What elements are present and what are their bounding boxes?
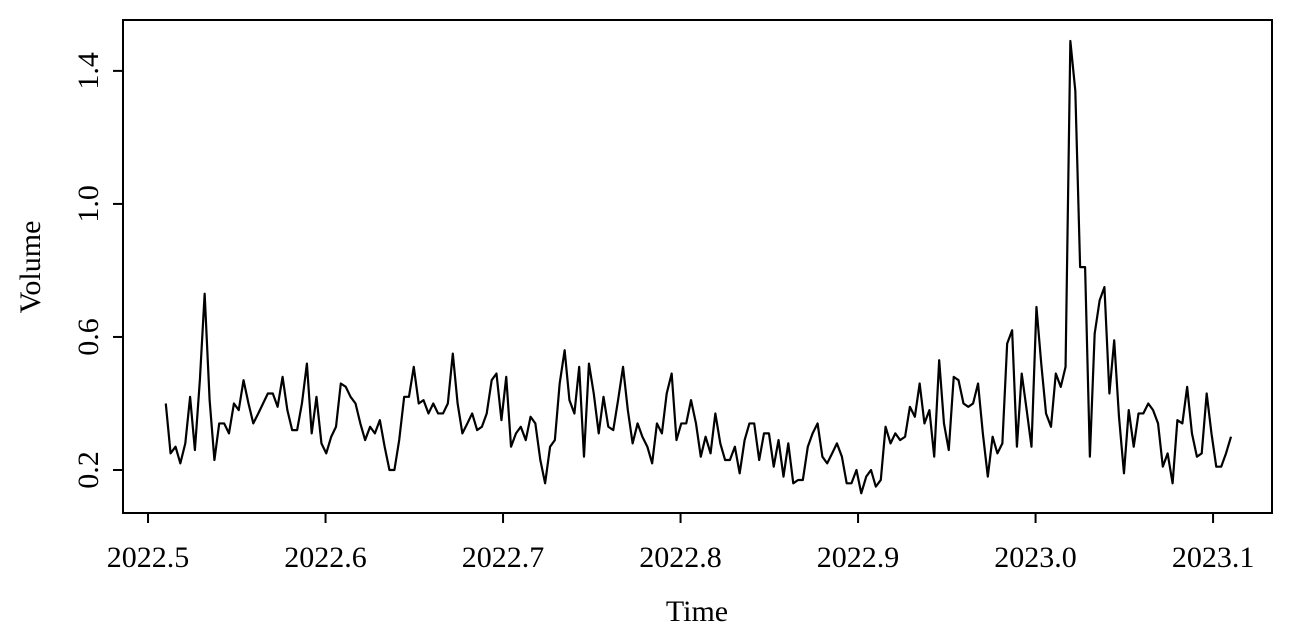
y-tick-label: 0.6 (72, 318, 105, 356)
x-tick-label: 2022.6 (284, 541, 367, 574)
data-line (164, 39, 1233, 495)
x-tick-label: 2022.8 (639, 541, 722, 574)
x-tick-label: 2022.9 (817, 541, 900, 574)
y-tick-label: 1.4 (72, 52, 105, 90)
x-tick-label: 2023.0 (994, 541, 1077, 574)
y-tick-label: 1.0 (72, 185, 105, 223)
x-tick-label: 2023.1 (1172, 541, 1255, 574)
y-tick-label: 0.2 (72, 451, 105, 489)
x-tick-label: 2022.5 (107, 541, 190, 574)
y-axis-label: Volume (14, 221, 47, 314)
x-axis-label: Time (666, 595, 728, 628)
x-tick-label: 2022.7 (462, 541, 545, 574)
